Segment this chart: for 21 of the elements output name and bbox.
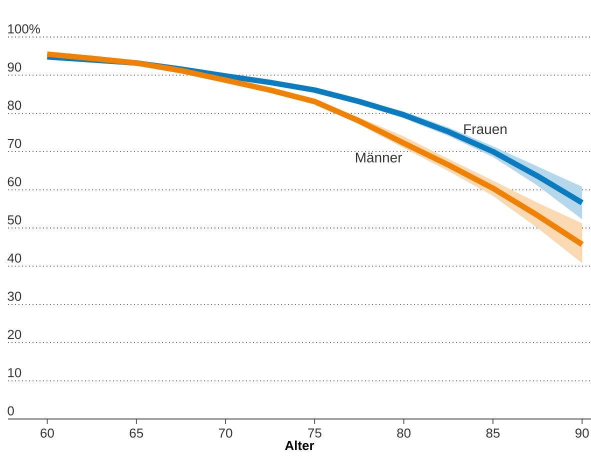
x-tick-label: 60 bbox=[40, 428, 54, 438]
y-tick-label: 20 bbox=[8, 330, 22, 340]
x-tick-label: 90 bbox=[575, 428, 589, 438]
y-tick-label: 60 bbox=[8, 177, 22, 186]
y-tick-label: 50 bbox=[8, 215, 22, 224]
y-tick-label: 40 bbox=[7, 253, 22, 263]
series-label: Frauen bbox=[464, 124, 507, 134]
y-tick-label: 10 bbox=[8, 368, 22, 378]
x-tick-label: 65 bbox=[130, 428, 144, 438]
x-tick-label: 85 bbox=[486, 428, 500, 438]
x-axis-title: Alter bbox=[285, 440, 314, 450]
series-label: Männer bbox=[356, 152, 402, 162]
y-tick-label: 100% bbox=[8, 24, 40, 34]
x-tick-label: 75 bbox=[308, 428, 322, 438]
y-tick-label: 0 bbox=[8, 406, 14, 416]
x-tick-label: 70 bbox=[218, 428, 232, 438]
y-tick-label: 70 bbox=[8, 138, 22, 148]
y-tick-label: 90 bbox=[8, 62, 22, 72]
y-tick-label: 80 bbox=[8, 100, 22, 110]
y-tick-label: 30 bbox=[8, 292, 22, 301]
x-tick-label: 80 bbox=[397, 428, 411, 438]
